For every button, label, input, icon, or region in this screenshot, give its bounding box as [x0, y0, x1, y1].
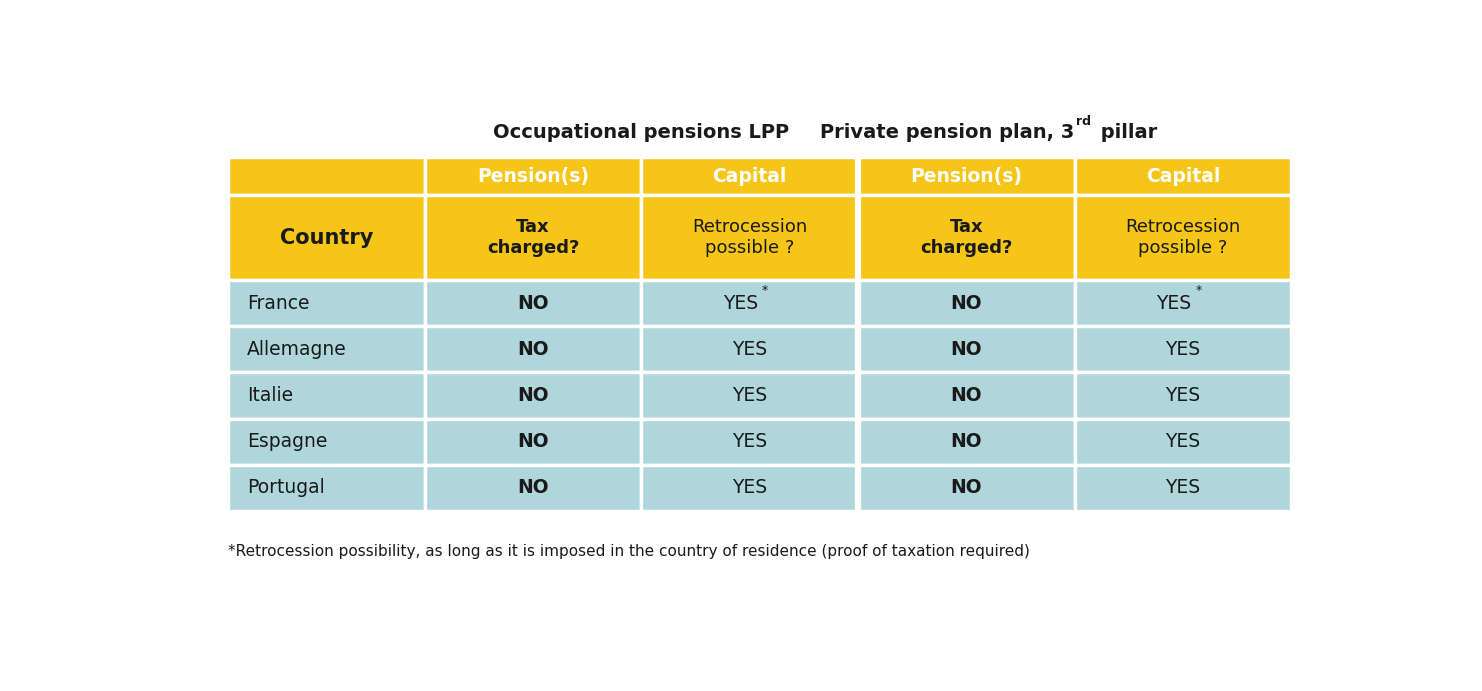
Text: YES: YES [1156, 294, 1192, 312]
Text: YES: YES [1165, 433, 1200, 451]
Text: France: France [247, 294, 310, 312]
Text: NO: NO [517, 478, 548, 498]
Bar [425, 372, 642, 419]
Text: Retrocession
possible ?: Retrocession possible ? [692, 218, 808, 257]
Text: NO: NO [950, 386, 983, 405]
Bar [1074, 372, 1291, 419]
Text: rd: rd [1076, 115, 1091, 128]
Text: YES: YES [732, 478, 768, 498]
Bar [858, 372, 1074, 419]
Bar [228, 465, 425, 511]
Bar [425, 280, 642, 326]
Text: NO: NO [950, 433, 983, 451]
Text: Pension(s): Pension(s) [910, 167, 1023, 186]
Text: NO: NO [517, 340, 548, 359]
Bar [228, 419, 425, 465]
Bar [858, 419, 1074, 465]
Bar [1074, 419, 1291, 465]
Bar [1074, 326, 1291, 372]
Text: NO: NO [517, 433, 548, 451]
Text: *: * [762, 283, 768, 296]
Bar [858, 196, 1074, 280]
Bar [858, 157, 1074, 196]
Bar [228, 326, 425, 372]
Text: NO: NO [517, 294, 548, 312]
Text: *Retrocession possibility, as long as it is imposed in the country of residence : *Retrocession possibility, as long as it… [228, 545, 1030, 559]
Bar [425, 419, 642, 465]
Bar [642, 419, 858, 465]
Bar [1074, 157, 1291, 196]
Text: NO: NO [950, 340, 983, 359]
Text: Capital: Capital [713, 167, 787, 186]
Text: Retrocession
possible ?: Retrocession possible ? [1125, 218, 1240, 257]
Bar [642, 326, 858, 372]
Bar [228, 372, 425, 419]
Text: Tax
charged?: Tax charged? [920, 218, 1012, 257]
Bar [642, 157, 858, 196]
Bar [228, 280, 425, 326]
Bar [858, 280, 1074, 326]
Text: Allemagne: Allemagne [247, 340, 347, 359]
Text: YES: YES [732, 340, 768, 359]
Text: Private pension plan, 3: Private pension plan, 3 [821, 123, 1074, 142]
Text: Portugal: Portugal [247, 478, 325, 498]
Text: Tax
charged?: Tax charged? [488, 218, 579, 257]
Text: Pension(s): Pension(s) [477, 167, 588, 186]
Text: Italie: Italie [247, 386, 293, 405]
Text: YES: YES [1165, 478, 1200, 498]
Bar [642, 372, 858, 419]
Bar [228, 196, 425, 280]
Bar [425, 196, 642, 280]
Text: NO: NO [517, 386, 548, 405]
Bar [228, 157, 425, 196]
Text: *: * [1196, 283, 1202, 296]
Text: YES: YES [1165, 340, 1200, 359]
Bar [1074, 196, 1291, 280]
Bar [642, 280, 858, 326]
Text: Capital: Capital [1146, 167, 1220, 186]
Text: Espagne: Espagne [247, 433, 328, 451]
Text: YES: YES [732, 386, 768, 405]
Bar [425, 465, 642, 511]
Bar [858, 326, 1074, 372]
Text: NO: NO [950, 294, 983, 312]
Bar [642, 465, 858, 511]
Bar [425, 326, 642, 372]
Text: Country: Country [280, 228, 373, 247]
Text: YES: YES [732, 433, 768, 451]
Bar [642, 196, 858, 280]
Text: pillar: pillar [1094, 123, 1157, 142]
Text: YES: YES [723, 294, 757, 312]
Bar [1074, 465, 1291, 511]
Text: NO: NO [950, 478, 983, 498]
Bar [858, 465, 1074, 511]
Bar [1074, 280, 1291, 326]
Text: YES: YES [1165, 386, 1200, 405]
Text: Occupational pensions LPP: Occupational pensions LPP [494, 123, 790, 142]
Bar [425, 157, 642, 196]
